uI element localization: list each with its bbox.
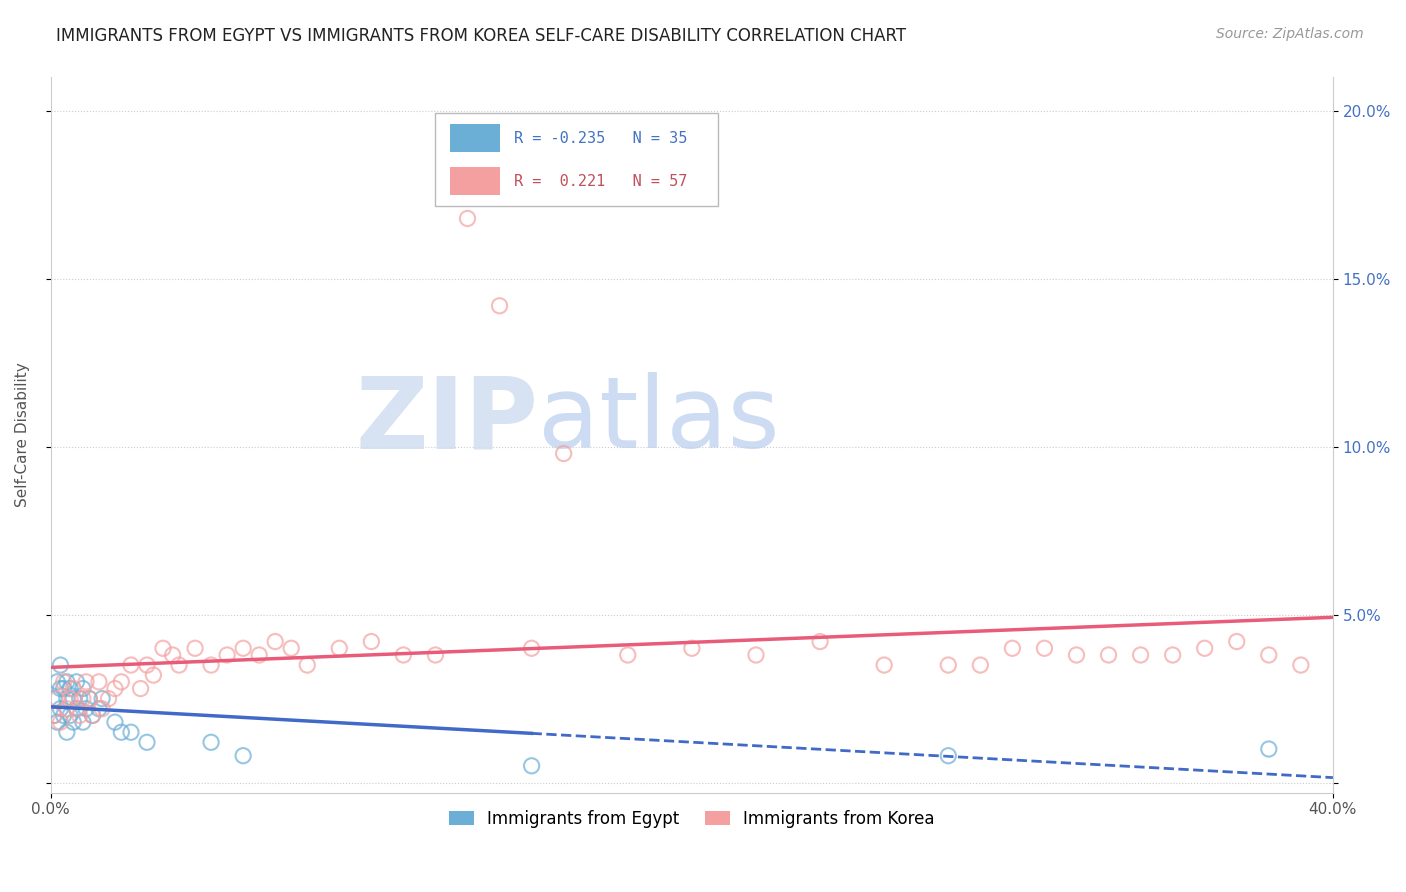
Point [1226, 634, 1249, 648]
Point [42, 708, 65, 723]
Point [46, 691, 69, 706]
Point [200, 735, 222, 749]
Point [167, 658, 190, 673]
Point [49, 681, 72, 696]
Point [52, 681, 75, 696]
Point [97, 691, 120, 706]
Point [69, 708, 91, 723]
Point [49, 715, 72, 730]
Point [200, 658, 222, 673]
Point [65, 674, 87, 689]
Point [49, 702, 72, 716]
Point [87, 674, 110, 689]
Point [936, 748, 959, 763]
Point [65, 702, 87, 716]
Point [520, 641, 543, 656]
Point [280, 641, 302, 656]
Point [1257, 648, 1279, 662]
Point [520, 759, 543, 773]
Point [104, 681, 127, 696]
Point [297, 658, 319, 673]
Point [110, 674, 132, 689]
Point [46, 715, 69, 730]
Point [82, 708, 104, 723]
Text: ZIP: ZIP [356, 372, 538, 469]
Legend: Immigrants from Egypt, Immigrants from Korea: Immigrants from Egypt, Immigrants from K… [443, 803, 941, 834]
Point [82, 708, 104, 723]
Point [72, 681, 94, 696]
Point [56, 702, 79, 716]
Point [79, 691, 101, 706]
Point [873, 658, 896, 673]
Point [91, 702, 114, 716]
Point [59, 708, 82, 723]
Point [1066, 648, 1088, 662]
Point [808, 634, 831, 648]
Point [91, 691, 114, 706]
Point [1033, 641, 1056, 656]
Point [488, 299, 510, 313]
Point [1097, 648, 1119, 662]
Point [56, 691, 79, 706]
Point [52, 708, 75, 723]
Point [162, 648, 184, 662]
Point [264, 634, 287, 648]
Point [457, 211, 479, 226]
Point [681, 641, 703, 656]
Point [42, 708, 65, 723]
Point [1194, 641, 1216, 656]
Text: IMMIGRANTS FROM EGYPT VS IMMIGRANTS FROM KOREA SELF-CARE DISABILITY CORRELATION : IMMIGRANTS FROM EGYPT VS IMMIGRANTS FROM… [56, 27, 907, 45]
Point [75, 674, 97, 689]
Point [232, 748, 254, 763]
Point [104, 715, 127, 730]
Point [392, 648, 415, 662]
Point [152, 641, 174, 656]
Point [1257, 742, 1279, 756]
Point [616, 648, 638, 662]
Point [59, 691, 82, 706]
Point [142, 668, 165, 682]
Text: atlas: atlas [538, 372, 780, 469]
Point [129, 681, 152, 696]
Point [360, 634, 382, 648]
Point [184, 641, 207, 656]
Point [79, 691, 101, 706]
Point [69, 691, 91, 706]
Point [232, 641, 254, 656]
Point [62, 715, 84, 730]
Point [1289, 658, 1312, 673]
Point [553, 446, 575, 460]
Point [936, 658, 959, 673]
Point [1161, 648, 1184, 662]
Point [59, 681, 82, 696]
Point [72, 691, 94, 706]
Point [42, 691, 65, 706]
Point [72, 715, 94, 730]
Point [62, 691, 84, 706]
Point [1129, 648, 1152, 662]
Point [328, 641, 350, 656]
Point [65, 702, 87, 716]
Point [52, 674, 75, 689]
Point [56, 674, 79, 689]
Y-axis label: Self-Care Disability: Self-Care Disability [15, 363, 30, 508]
Point [136, 658, 159, 673]
Point [56, 725, 79, 739]
Point [217, 648, 239, 662]
Point [136, 735, 159, 749]
Point [87, 702, 110, 716]
Point [46, 674, 69, 689]
Point [62, 681, 84, 696]
Point [745, 648, 768, 662]
Point [425, 648, 447, 662]
Point [120, 725, 142, 739]
Point [247, 648, 270, 662]
Point [969, 658, 991, 673]
Text: Source: ZipAtlas.com: Source: ZipAtlas.com [1216, 27, 1364, 41]
Point [49, 658, 72, 673]
Point [75, 702, 97, 716]
Point [1001, 641, 1024, 656]
Point [110, 725, 132, 739]
Point [120, 658, 142, 673]
